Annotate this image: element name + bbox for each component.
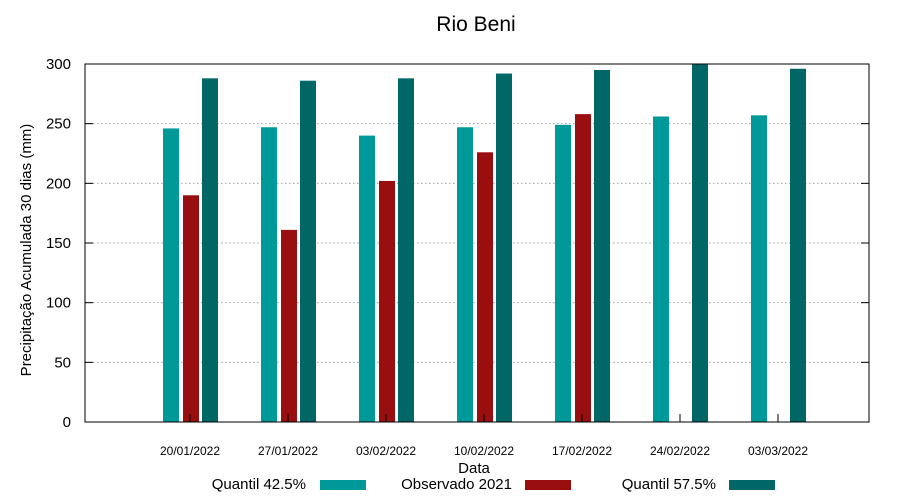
bar-quantil-57-5 bbox=[202, 78, 218, 422]
bars bbox=[163, 64, 806, 423]
x-tick-label: 03/02/2022 bbox=[356, 444, 416, 458]
bar-quantil-57-5 bbox=[692, 64, 708, 422]
bar-quantil-57-5 bbox=[398, 78, 414, 422]
legend-label: Quantil 57.5% bbox=[622, 476, 716, 493]
legend-swatch bbox=[729, 480, 775, 490]
legend: Quantil 42.5% Observado 2021 Quantil 57.5% bbox=[212, 476, 775, 493]
x-tick-label: 10/02/2022 bbox=[454, 444, 514, 458]
bar-observado-2021 bbox=[575, 114, 591, 423]
bar-observado-2021 bbox=[379, 180, 395, 422]
y-tick-label: 200 bbox=[46, 175, 71, 192]
y-tick-label: 0 bbox=[63, 414, 71, 431]
bar-quantil-42-5 bbox=[751, 115, 767, 423]
y-tick-label: 50 bbox=[54, 354, 71, 371]
x-tick-label: 24/02/2022 bbox=[650, 444, 710, 458]
bar-quantil-42-5 bbox=[653, 116, 669, 423]
legend-swatch bbox=[320, 480, 366, 490]
bar-quantil-42-5 bbox=[457, 127, 473, 422]
y-axis-label: Precipitação Acumulada 30 dias (mm) bbox=[18, 124, 35, 377]
y-tick-label: 150 bbox=[46, 235, 71, 252]
x-tick-label: 17/02/2022 bbox=[552, 444, 612, 458]
x-ticks: 20/01/2022 27/01/2022 03/02/2022 10/02/2022… bbox=[160, 414, 808, 458]
y-tick-label: 100 bbox=[46, 295, 71, 312]
x-tick-label: 20/01/2022 bbox=[160, 444, 220, 458]
bar-quantil-42-5 bbox=[163, 128, 179, 422]
x-tick-label: 03/03/2022 bbox=[748, 444, 808, 458]
bar-quantil-57-5 bbox=[594, 69, 610, 422]
bar-quantil-57-5 bbox=[790, 68, 806, 423]
bar-observado-2021 bbox=[477, 152, 493, 422]
chart-title: Rio Beni bbox=[436, 13, 515, 36]
x-axis-label: Data bbox=[458, 460, 490, 477]
legend-label: Observado 2021 bbox=[401, 476, 512, 493]
legend-swatch bbox=[525, 480, 571, 490]
bar-quantil-42-5 bbox=[555, 124, 571, 423]
bar-observado-2021 bbox=[183, 195, 199, 422]
y-tick-label: 250 bbox=[46, 116, 71, 133]
bar-quantil-57-5 bbox=[496, 73, 512, 423]
bar-observado-2021 bbox=[281, 229, 297, 422]
bar-quantil-42-5 bbox=[359, 135, 375, 422]
y-ticks: 0 50 100 150 200 250 300 bbox=[46, 56, 869, 431]
bar-quantil-57-5 bbox=[300, 80, 316, 422]
y-tick-label: 300 bbox=[46, 56, 71, 73]
x-tick-label: 27/01/2022 bbox=[258, 444, 318, 458]
legend-label: Quantil 42.5% bbox=[212, 476, 306, 493]
bar-quantil-42-5 bbox=[261, 127, 277, 422]
